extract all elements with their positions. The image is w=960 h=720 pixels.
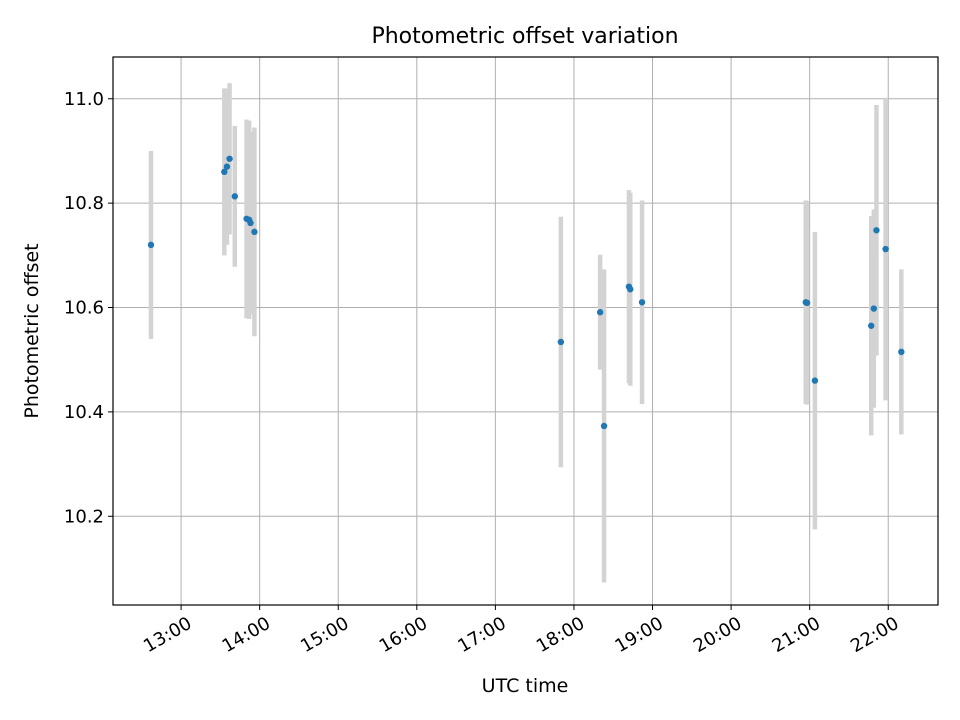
data-point — [226, 155, 233, 162]
data-point — [221, 168, 228, 176]
data-point — [627, 286, 634, 293]
chart-title: Photometric offset variation — [371, 24, 678, 49]
y-axis-ticks: 10.2 10.4 10.6 10.8 11.0 — [64, 89, 113, 527]
data-point — [803, 299, 811, 307]
data-point — [600, 422, 608, 430]
data-point — [223, 163, 231, 170]
plot-frame — [112, 56, 939, 606]
data-point — [247, 219, 254, 227]
x-axis-label: UTC time — [482, 675, 569, 697]
data-point — [251, 228, 258, 236]
data-point — [882, 245, 889, 253]
data-point — [596, 309, 604, 316]
y-tick-label: 10.4 — [64, 402, 104, 423]
y-tick-label: 11.0 — [64, 89, 104, 110]
y-axis-label: Photometric offset — [21, 243, 43, 418]
data-point — [638, 299, 646, 306]
data-point — [811, 377, 819, 384]
data-point — [873, 227, 880, 234]
data-point — [231, 193, 238, 200]
data-point — [898, 348, 905, 356]
data-point — [557, 338, 565, 346]
data-point — [147, 241, 155, 249]
data-point — [868, 322, 875, 329]
y-tick-label: 10.2 — [64, 506, 104, 527]
data-point — [870, 305, 878, 312]
data-points — [147, 155, 905, 430]
y-tick-label: 10.8 — [64, 193, 104, 214]
y-tick-label: 10.6 — [64, 298, 104, 319]
